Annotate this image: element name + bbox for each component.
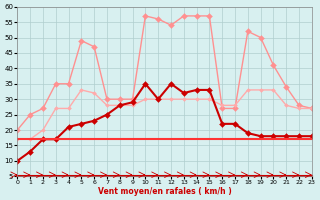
X-axis label: Vent moyen/en rafales ( km/h ): Vent moyen/en rafales ( km/h ) (98, 187, 231, 196)
